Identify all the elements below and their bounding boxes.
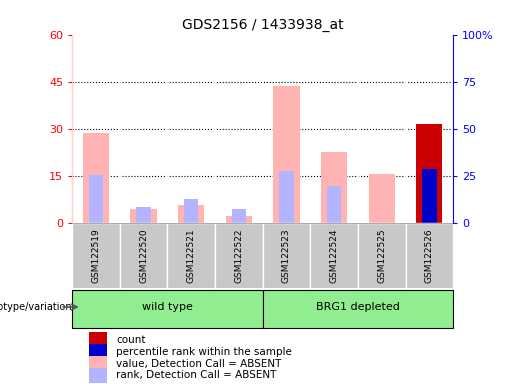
Bar bbox=[263, 290, 453, 328]
Text: GSM122526: GSM122526 bbox=[425, 228, 434, 283]
Bar bbox=[89, 356, 107, 371]
Text: rank, Detection Call = ABSENT: rank, Detection Call = ABSENT bbox=[116, 371, 277, 381]
Bar bbox=[89, 175, 103, 223]
Text: GSM122520: GSM122520 bbox=[139, 228, 148, 283]
Text: percentile rank within the sample: percentile rank within the sample bbox=[116, 347, 293, 357]
Text: genotype/variation: genotype/variation bbox=[0, 302, 72, 312]
Bar bbox=[178, 205, 204, 223]
Bar bbox=[321, 152, 347, 223]
Bar bbox=[72, 290, 263, 328]
Bar bbox=[358, 223, 405, 288]
Bar bbox=[422, 169, 437, 223]
Bar bbox=[89, 333, 107, 348]
Text: count: count bbox=[116, 335, 146, 345]
Bar bbox=[89, 344, 107, 359]
Bar bbox=[130, 209, 157, 223]
Bar bbox=[310, 223, 358, 288]
Bar bbox=[72, 223, 119, 288]
Bar bbox=[226, 217, 252, 223]
Bar bbox=[119, 223, 167, 288]
Bar bbox=[327, 186, 341, 223]
Bar bbox=[136, 207, 151, 223]
Text: GSM122524: GSM122524 bbox=[330, 228, 338, 283]
Bar bbox=[167, 223, 215, 288]
Text: BRG1 depleted: BRG1 depleted bbox=[316, 302, 400, 312]
Bar bbox=[89, 368, 107, 383]
Bar bbox=[232, 209, 246, 223]
Bar bbox=[416, 124, 442, 223]
Bar bbox=[369, 174, 395, 223]
Title: GDS2156 / 1433938_at: GDS2156 / 1433938_at bbox=[182, 18, 344, 32]
Bar bbox=[184, 199, 198, 223]
Bar bbox=[263, 223, 310, 288]
Text: value, Detection Call = ABSENT: value, Detection Call = ABSENT bbox=[116, 359, 282, 369]
Text: GSM122522: GSM122522 bbox=[234, 228, 243, 283]
Text: GSM122519: GSM122519 bbox=[92, 228, 100, 283]
Text: GSM122525: GSM122525 bbox=[377, 228, 386, 283]
Bar bbox=[273, 86, 300, 223]
Text: GSM122521: GSM122521 bbox=[187, 228, 196, 283]
Text: GSM122523: GSM122523 bbox=[282, 228, 291, 283]
Bar bbox=[215, 223, 263, 288]
Bar bbox=[405, 223, 453, 288]
Bar bbox=[83, 133, 109, 223]
Text: wild type: wild type bbox=[142, 302, 193, 312]
Bar bbox=[279, 171, 294, 223]
